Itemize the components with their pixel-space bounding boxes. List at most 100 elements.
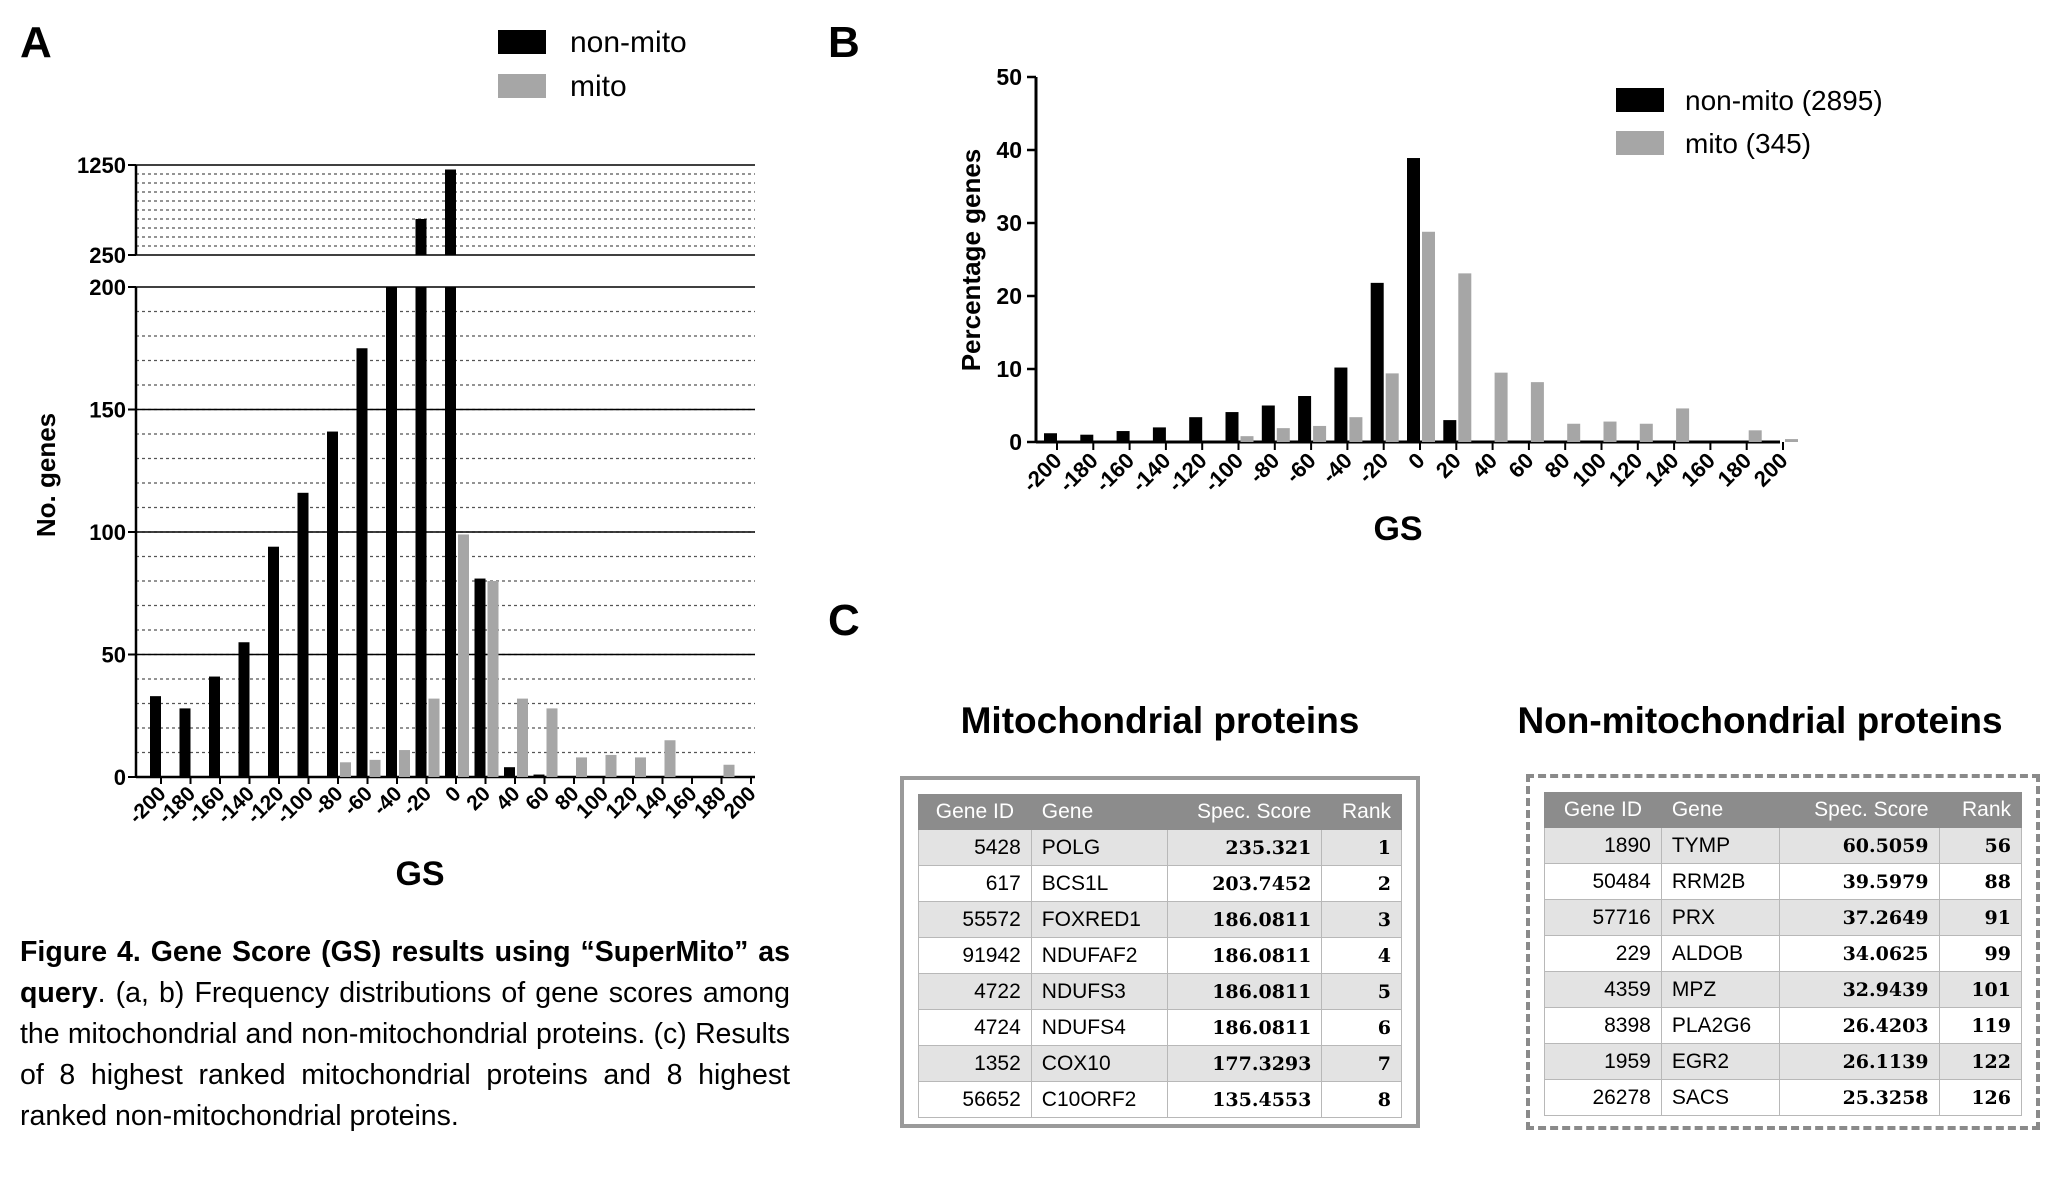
- x-tick-label: -120: [1163, 448, 1212, 497]
- table-cell: POLG: [1030, 829, 1169, 866]
- table-cell: 6: [1321, 1009, 1402, 1046]
- x-tick-label: 140: [1640, 448, 1684, 492]
- x-tick-label: -20: [1353, 448, 1393, 488]
- table-cell: 4722: [918, 973, 1032, 1010]
- table-header-cell: Gene ID: [918, 794, 1032, 830]
- bar-non-mito: [1479, 440, 1493, 442]
- bar-mito: [1313, 425, 1327, 442]
- table-row: 5428 POLG 235.321 1: [918, 829, 1402, 866]
- bar-mito: [399, 750, 410, 777]
- bar-non-mito: [238, 642, 250, 777]
- y-tick-label: 50: [996, 64, 1022, 90]
- table-cell: 91: [1938, 899, 2023, 936]
- table-cell: SACS: [1660, 1079, 1781, 1116]
- table-row: 8398 PLA2G6 26.4203 119: [1544, 1007, 2023, 1044]
- bar-mito: [517, 698, 528, 777]
- table-cell: 5: [1321, 973, 1402, 1010]
- x-tick-label: 80: [1540, 448, 1575, 483]
- table-cell: ALDOB: [1660, 935, 1781, 972]
- x-tick-label: 20: [1431, 448, 1466, 483]
- x-tick-label: -40: [1317, 448, 1357, 488]
- table-cell: 26278: [1544, 1079, 1662, 1116]
- bar-mito: [1639, 423, 1653, 442]
- table-row: 617 BCS1L 203.7452 2: [918, 865, 1402, 902]
- table-cell: 8398: [1544, 1007, 1662, 1044]
- table-cell: PRX: [1660, 899, 1781, 936]
- table-cell: 1959: [1544, 1043, 1662, 1080]
- x-tick-label: -100: [1199, 448, 1248, 497]
- bar-non-mito: [445, 287, 456, 777]
- bar-non-mito: [504, 767, 515, 777]
- x-tick-label: 60: [521, 782, 554, 815]
- table-cell: 1890: [1544, 827, 1662, 864]
- bar-non-mito: [1152, 427, 1166, 442]
- bar-non-mito: [1116, 431, 1130, 442]
- bar-mito: [369, 759, 381, 777]
- bar-mito: [1567, 423, 1581, 442]
- table-cell: NDUFS4: [1030, 1009, 1169, 1046]
- bar-mito: [1385, 373, 1399, 442]
- bar-mito: [1422, 231, 1435, 442]
- legend-label-mito: mito (345): [1685, 128, 1811, 159]
- bar-mito: [1458, 273, 1472, 442]
- table-cell: C10ORF2: [1030, 1081, 1169, 1118]
- table-cell: NDUFAF2: [1030, 937, 1169, 974]
- y-tick-label: 150: [89, 398, 126, 423]
- table-cell: 55572: [918, 901, 1032, 938]
- table-header-cell: Spec. Score: [1779, 792, 1940, 828]
- mito-table-box: Gene ID Gene Spec. Score Rank 5428 POLG 235.3…: [900, 776, 1420, 1128]
- table-header-cell: Gene: [1030, 794, 1169, 830]
- table-cell: 3: [1321, 901, 1402, 938]
- table-cell: TYMP: [1660, 827, 1781, 864]
- table-cell: MPZ: [1660, 971, 1781, 1008]
- table-cell: 4: [1321, 937, 1402, 974]
- table-cell: 50484: [1544, 863, 1662, 900]
- bar-non-mito: [1261, 405, 1275, 442]
- bar-mito: [546, 708, 558, 777]
- table-cell: 26.4203: [1779, 1007, 1940, 1044]
- bar-mito: [723, 764, 735, 777]
- bar-non-mito: [415, 287, 427, 777]
- table-cell: 122: [1938, 1043, 2023, 1080]
- bar-non-mito: [356, 348, 368, 777]
- x-tick-label: 40: [1467, 448, 1502, 483]
- table-row: 4359 MPZ 32.9439 101: [1544, 971, 2023, 1008]
- x-tick-label: 120: [1604, 448, 1648, 492]
- table-cell: 26.1139: [1779, 1043, 1940, 1080]
- table-cell: 5428: [918, 829, 1032, 866]
- table-cell: 186.0811: [1167, 901, 1323, 938]
- figure-caption: Figure 4. Gene Score (GS) results using …: [20, 932, 790, 1137]
- x-tick-label: 40: [492, 782, 525, 815]
- table-cell: 126: [1938, 1079, 2023, 1116]
- table-cell: 34.0625: [1779, 935, 1940, 972]
- bar-non-mito: [1189, 417, 1203, 442]
- y-tick-label: 1250: [77, 153, 126, 178]
- table-cell: 91942: [918, 937, 1032, 974]
- table-cell: 1: [1321, 829, 1402, 866]
- x-tick-label: -140: [1127, 448, 1176, 497]
- bar-mito: [458, 534, 469, 777]
- table-cell: 235.321: [1167, 829, 1323, 866]
- bar-non-mito: [1080, 434, 1094, 442]
- y-axis-label: Percentage genes: [956, 149, 986, 372]
- bar-non-mito: [386, 287, 397, 777]
- table-cell: 39.5979: [1779, 863, 1940, 900]
- x-tick-label: -20: [398, 782, 436, 820]
- bar-non-mito: [268, 546, 279, 777]
- legend-label-mito: mito: [570, 70, 627, 103]
- table-row: 91942 NDUFAF2 186.0811 4: [918, 937, 1402, 974]
- table-row: 1890 TYMP 60.5059 56: [1544, 827, 2023, 864]
- table-cell: 88: [1938, 863, 2023, 900]
- bar-non-mito: [179, 708, 191, 777]
- bar-non-mito: [1443, 420, 1457, 442]
- table-row: 56652 C10ORF2 135.4553 8: [918, 1081, 1402, 1118]
- x-tick-label: 200: [719, 782, 760, 823]
- x-tick-label: -160: [1090, 448, 1139, 497]
- y-tick-label: 10: [996, 356, 1022, 382]
- x-tick-label: 0: [441, 782, 466, 807]
- chart-a: 0501001502002501250-200-180-160-140-120-…: [31, 26, 761, 893]
- x-tick-label: 100: [1567, 448, 1611, 492]
- y-tick-label: 250: [89, 243, 126, 268]
- mito-table-title: Mitochondrial proteins: [960, 700, 1360, 741]
- x-tick-label: -80: [1244, 448, 1284, 488]
